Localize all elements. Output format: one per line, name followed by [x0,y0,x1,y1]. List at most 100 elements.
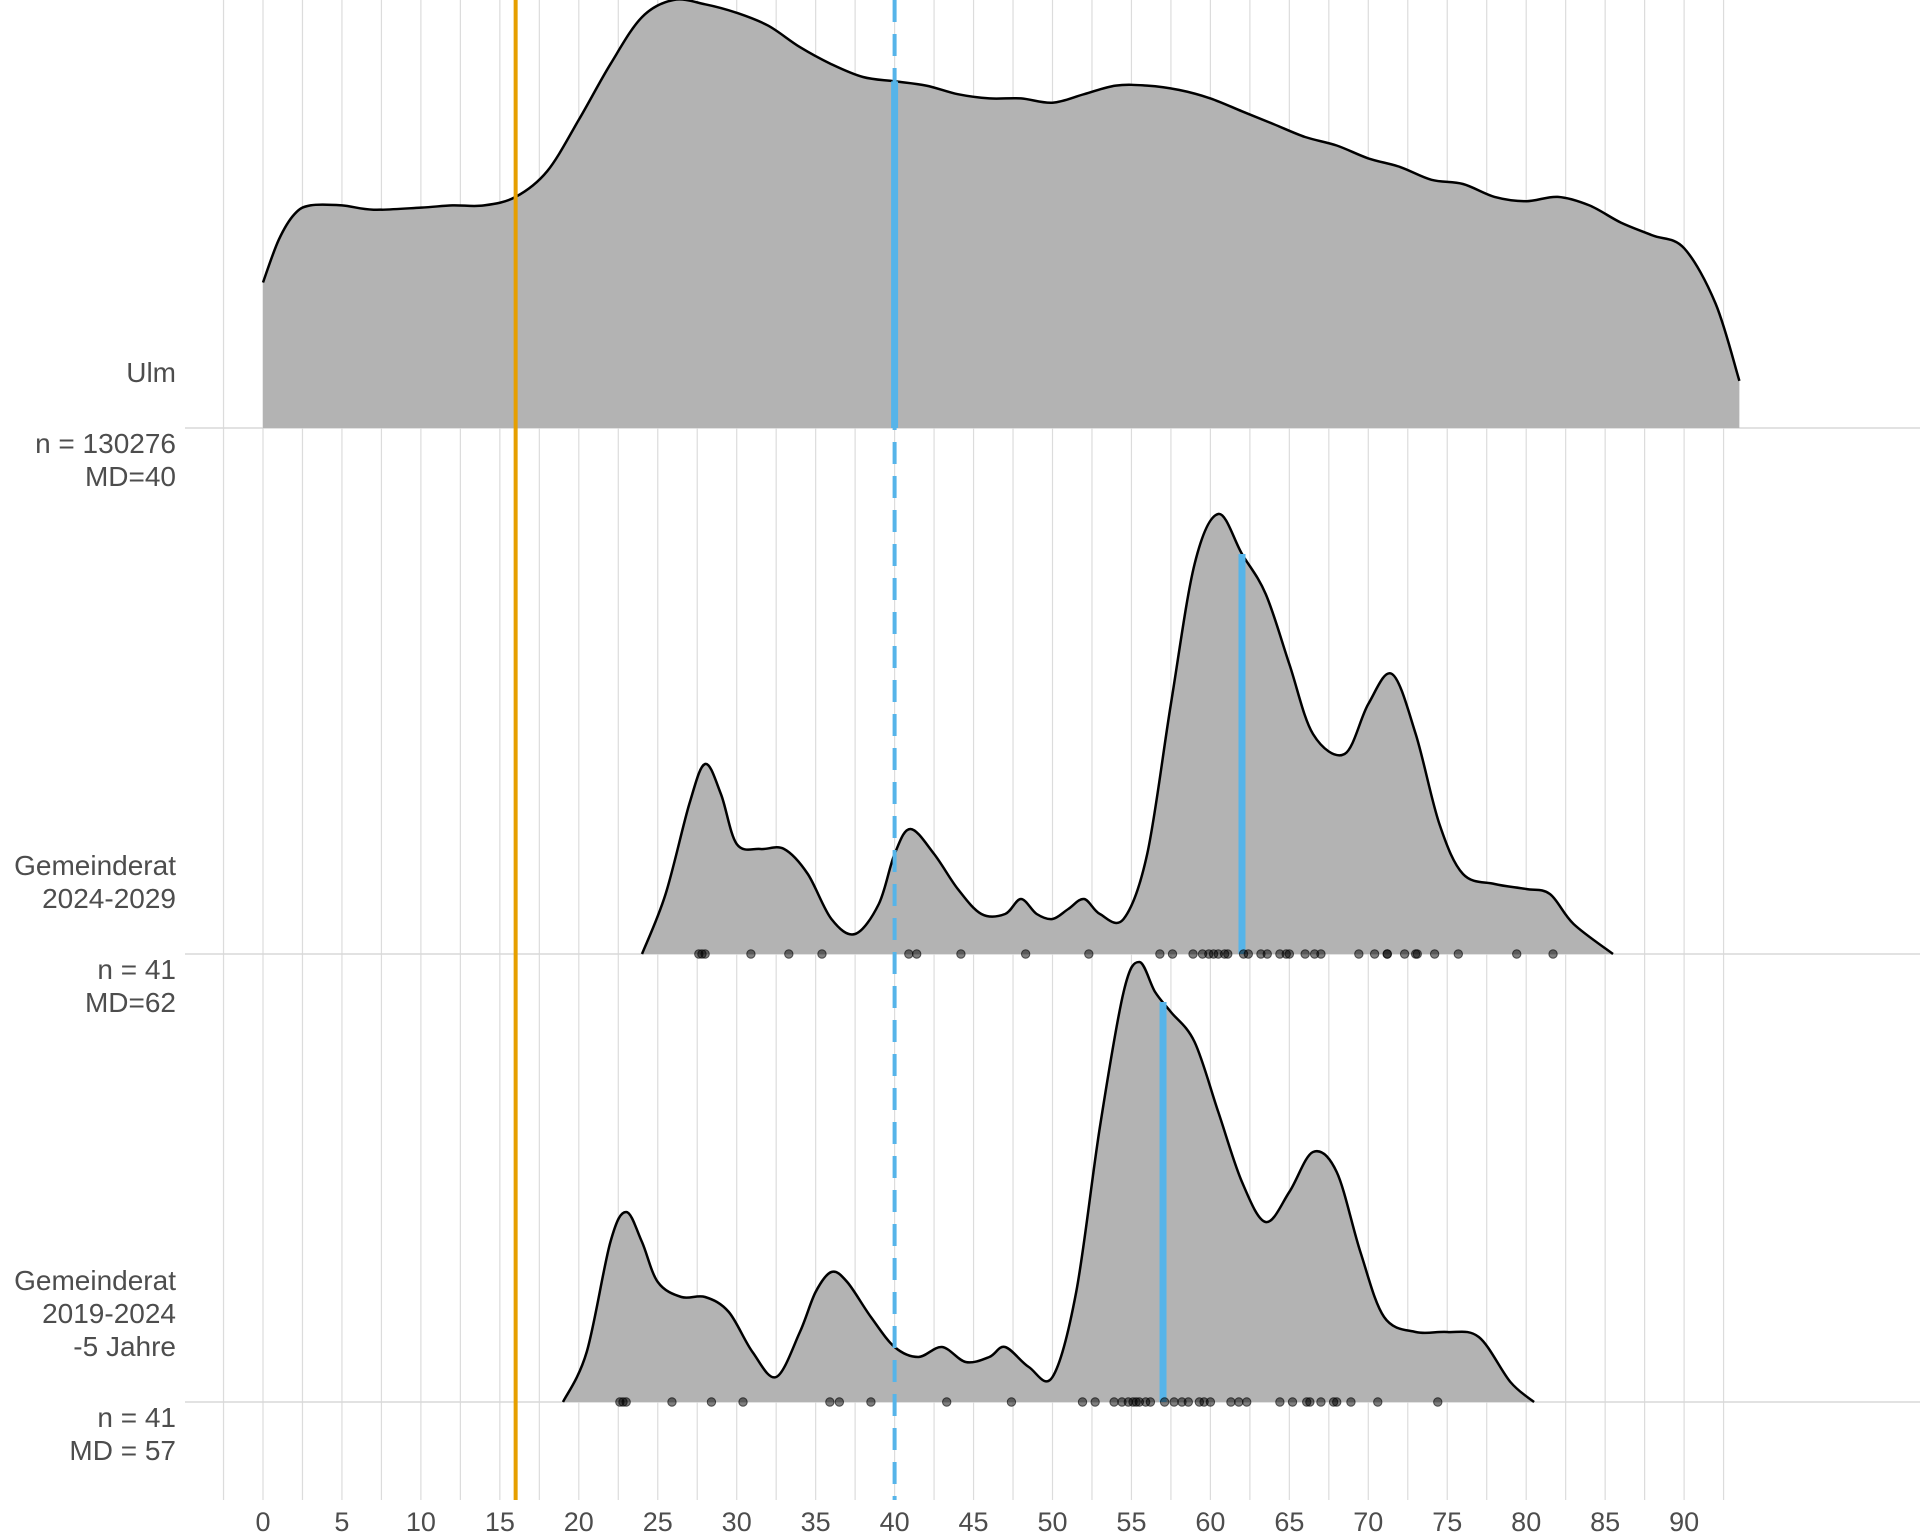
data-point [834,1397,845,1407]
series-name-line: 2024-2029 [42,883,176,914]
data-point [1453,949,1464,959]
data-point [1159,1397,1170,1407]
data-point [1305,1397,1315,1407]
ridge-3 [561,960,1535,1407]
data-point [1020,949,1031,959]
x-tick-label: 40 [880,1507,910,1536]
data-point [1433,1397,1443,1407]
data-point [1429,949,1440,959]
data-point [1242,1397,1252,1407]
ridges [261,0,1741,1407]
data-point [1399,949,1410,959]
data-point [1090,1397,1100,1407]
x-tick-label: 55 [1116,1507,1146,1536]
series-stats-line: n = 41 [97,1402,176,1433]
x-tick-label: 0 [255,1507,270,1536]
data-point [1243,949,1253,959]
data-point [1223,949,1233,959]
data-point [1369,949,1380,959]
data-point [1205,1397,1216,1407]
density-outline [561,960,1535,1403]
data-point [1373,1397,1383,1407]
data-point [621,1397,631,1407]
data-point [1548,949,1558,959]
series-name-line: Ulm [126,357,176,388]
data-point [1354,949,1364,959]
x-tick-label: 65 [1274,1507,1304,1536]
data-point [746,949,756,959]
density-area [563,962,1535,1402]
data-point [912,949,922,959]
series-stats-line: MD=62 [85,987,176,1018]
data-point [1412,949,1422,959]
data-point [667,1397,677,1407]
data-point [1284,949,1295,959]
data-point [1512,949,1522,959]
x-tick-label: 60 [1195,1507,1225,1536]
series-stats-line: MD = 57 [69,1435,176,1466]
data-point [706,1397,717,1407]
reference-lines [513,0,897,1500]
data-point [904,949,914,959]
x-tick-label: 30 [722,1507,752,1536]
density-outline [640,512,1614,955]
x-tick-label: 5 [334,1507,349,1536]
data-point [1332,1397,1342,1407]
x-axis-ticks: 0 5 10 15 20 25 30 35 40 45 50 55 60 65 70 75 80 85 90 [255,1507,1699,1536]
data-point [1084,949,1094,959]
x-tick-label: 50 [1037,1507,1067,1536]
data-point [1183,1397,1193,1407]
x-tick-label: 20 [564,1507,594,1536]
data-point [1234,1397,1244,1407]
ridge-2 [640,512,1614,959]
data-point [1262,949,1272,959]
density-area [641,513,1614,954]
series-stats-line: n = 130276 [35,428,176,459]
data-point [1169,1397,1179,1407]
x-tick-label: 35 [801,1507,831,1536]
series-stats-line: n = 41 [97,954,176,985]
data-point [1275,1397,1285,1407]
data-point [1300,949,1310,959]
data-point [825,1397,835,1407]
x-tick-label: 45 [959,1507,989,1536]
data-point [1226,1397,1236,1407]
x-tick-label: 10 [406,1507,436,1536]
x-tick-label: 80 [1511,1507,1541,1536]
x-tick-label: 70 [1353,1507,1383,1536]
x-tick-label: 85 [1590,1507,1620,1536]
data-point [1145,1397,1156,1407]
data-point [1382,949,1392,959]
data-point [738,1397,748,1407]
data-point [1006,1397,1017,1407]
data-point [1346,1397,1356,1407]
density-area [263,0,1740,428]
ridge-1 [261,0,1741,428]
series-name-line: Gemeinderat [14,1265,176,1296]
series-name-line: Gemeinderat [14,850,176,881]
data-point [1188,949,1198,959]
series-stats-line: MD=40 [85,461,176,492]
density-outline [261,0,1741,382]
x-tick-label: 25 [643,1507,673,1536]
data-point [700,949,710,959]
data-point [784,949,794,959]
data-point [1287,1397,1298,1407]
data-point [1167,949,1178,959]
data-point [956,949,966,959]
series-name-line: 2019-2024 [42,1298,176,1329]
data-point [1316,1397,1326,1407]
data-point [1316,949,1326,959]
data-point [817,949,827,959]
series-name-line: -5 Jahre [73,1331,176,1362]
x-tick-label: 90 [1669,1507,1699,1536]
data-point [942,1397,952,1407]
x-tick-label: 75 [1432,1507,1462,1536]
data-point [866,1397,876,1407]
x-tick-label: 15 [485,1507,515,1536]
